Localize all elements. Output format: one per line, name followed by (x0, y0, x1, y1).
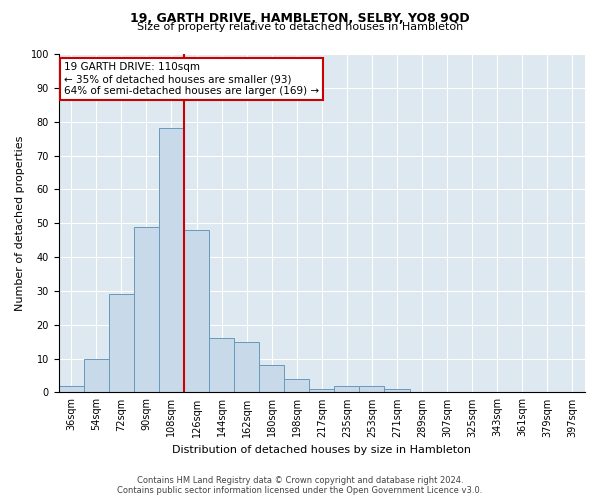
Bar (84, 358, 109, 392)
Bar (159, 128, 184, 392)
Bar (134, 226, 159, 392)
Bar (209, 338, 234, 392)
Bar (334, 386, 359, 392)
Bar (359, 386, 385, 392)
Text: Contains HM Land Registry data © Crown copyright and database right 2024.
Contai: Contains HM Land Registry data © Crown c… (118, 476, 482, 495)
Text: Size of property relative to detached houses in Hambleton: Size of property relative to detached ho… (137, 22, 463, 32)
X-axis label: Distribution of detached houses by size in Hambleton: Distribution of detached houses by size … (172, 445, 472, 455)
Bar (259, 366, 284, 392)
Bar (109, 294, 134, 392)
Bar (309, 389, 334, 392)
Text: 19 GARTH DRIVE: 110sqm
← 35% of detached houses are smaller (93)
64% of semi-det: 19 GARTH DRIVE: 110sqm ← 35% of detached… (64, 62, 319, 96)
Bar (184, 230, 209, 392)
Bar (385, 389, 410, 392)
Text: 19, GARTH DRIVE, HAMBLETON, SELBY, YO8 9QD: 19, GARTH DRIVE, HAMBLETON, SELBY, YO8 9… (130, 12, 470, 26)
Bar (284, 379, 309, 392)
Bar (234, 342, 259, 392)
Bar (59, 386, 84, 392)
Y-axis label: Number of detached properties: Number of detached properties (15, 136, 25, 311)
